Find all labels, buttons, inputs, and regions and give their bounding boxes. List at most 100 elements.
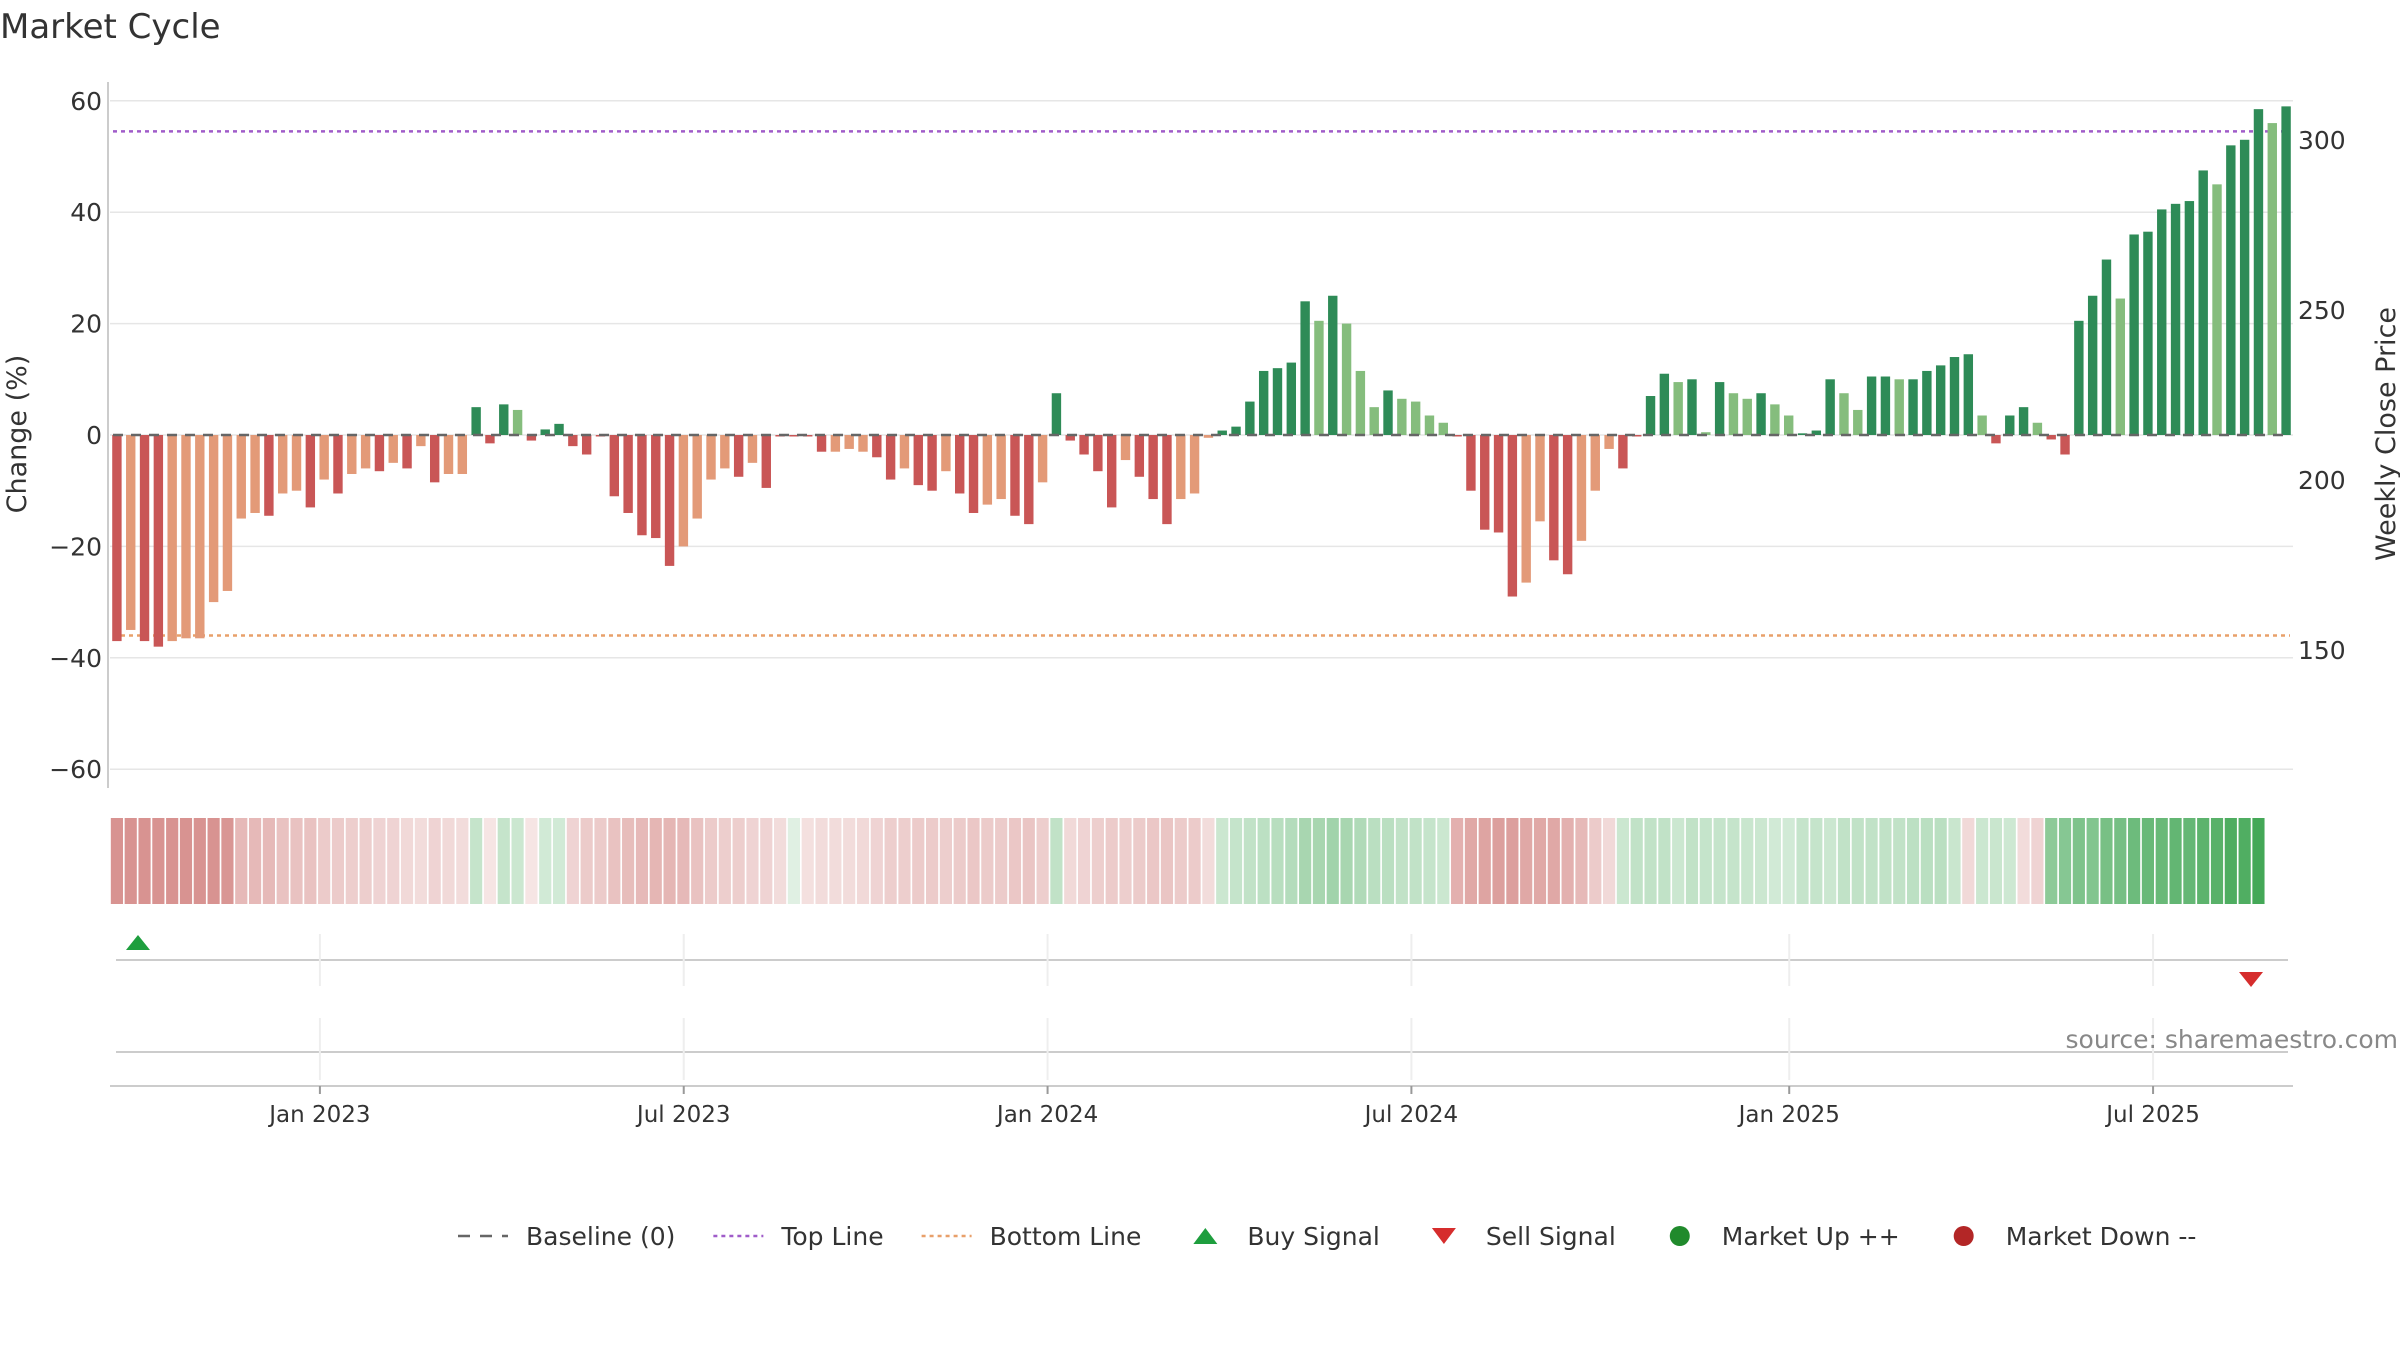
bar bbox=[305, 435, 316, 508]
heat-cell bbox=[774, 818, 787, 904]
y-tick-label: 40 bbox=[70, 198, 102, 227]
heat-cell bbox=[898, 818, 911, 904]
bar bbox=[692, 435, 702, 519]
heat-cell bbox=[718, 818, 731, 904]
bar bbox=[568, 435, 578, 447]
heat-cell bbox=[926, 818, 939, 904]
bar bbox=[540, 429, 550, 435]
heat-cell bbox=[1962, 818, 1975, 904]
heat-cell bbox=[1008, 818, 1022, 904]
bar bbox=[347, 435, 357, 474]
bar bbox=[1107, 435, 1117, 508]
bar bbox=[927, 435, 937, 491]
heat-cell bbox=[663, 818, 676, 904]
bar bbox=[1189, 435, 1200, 494]
bar bbox=[1245, 401, 1255, 435]
legend-item-down: Market Down -- bbox=[1953, 1222, 2196, 1251]
bar bbox=[1618, 435, 1628, 469]
bar bbox=[982, 435, 993, 505]
legend-swatch bbox=[1431, 1228, 1456, 1244]
bar bbox=[526, 435, 537, 441]
heat-cell bbox=[2045, 818, 2058, 904]
heat-cell bbox=[1368, 818, 1381, 904]
heat-cell bbox=[1741, 818, 1754, 904]
heat-cell bbox=[1685, 818, 1699, 904]
heat-cell bbox=[1464, 818, 1477, 904]
heat-cell bbox=[497, 818, 510, 904]
bar bbox=[126, 435, 136, 630]
legend-label: Market Up ++ bbox=[1722, 1222, 1900, 1251]
bar bbox=[1576, 435, 1587, 541]
bar bbox=[250, 435, 260, 513]
heat-cell bbox=[967, 818, 980, 904]
bar bbox=[2184, 201, 2195, 435]
heat-cell bbox=[1326, 818, 1339, 904]
bar bbox=[761, 435, 771, 488]
bar bbox=[2226, 145, 2236, 436]
bar bbox=[1535, 435, 1545, 522]
heat-cell bbox=[1547, 818, 1560, 904]
heat-cell bbox=[2114, 818, 2127, 904]
heat-cell bbox=[566, 818, 579, 904]
heat-cell bbox=[2224, 818, 2237, 904]
heat-cell bbox=[525, 818, 538, 904]
heat-cell bbox=[2017, 818, 2030, 904]
bar bbox=[581, 435, 592, 455]
bar bbox=[139, 435, 150, 642]
bar bbox=[996, 435, 1006, 500]
legend-label: Buy Signal bbox=[1247, 1222, 1380, 1251]
bar bbox=[1659, 373, 1670, 435]
heat-cell bbox=[2210, 818, 2224, 904]
bar bbox=[1424, 415, 1435, 435]
bars-layer bbox=[112, 106, 2291, 647]
heat-cell bbox=[1506, 818, 1519, 904]
heat-cell bbox=[2238, 818, 2251, 904]
y-tick-label: 0 bbox=[86, 421, 102, 450]
bar bbox=[789, 435, 799, 437]
bar bbox=[941, 435, 951, 472]
heat-cell bbox=[1713, 818, 1726, 904]
x-tick-label: Jan 2024 bbox=[995, 1102, 1098, 1128]
y2-tick-label: 200 bbox=[2298, 466, 2346, 495]
heat-cell bbox=[318, 818, 331, 904]
heat-cell bbox=[1312, 818, 1326, 904]
bar bbox=[1673, 382, 1683, 435]
bar bbox=[1134, 435, 1145, 477]
heat-cell bbox=[1920, 818, 1933, 904]
bar bbox=[1797, 433, 1808, 435]
heat-cell bbox=[760, 818, 773, 904]
bar bbox=[1866, 376, 1877, 435]
heat-cell bbox=[166, 818, 179, 904]
bar bbox=[208, 435, 219, 603]
bar bbox=[1701, 432, 1711, 435]
heat-cell bbox=[1533, 818, 1547, 904]
bar bbox=[2143, 231, 2153, 435]
heat-cell bbox=[1644, 818, 1657, 904]
heat-cell bbox=[1105, 818, 1118, 904]
bar bbox=[1908, 379, 1918, 435]
heat-cell bbox=[1036, 818, 1049, 904]
bar bbox=[333, 435, 343, 494]
bar bbox=[2018, 407, 2029, 435]
heat-cell bbox=[1575, 818, 1588, 904]
heat-cell bbox=[414, 818, 427, 904]
heat-cell bbox=[1188, 818, 1201, 904]
heat-cell bbox=[1381, 818, 1395, 904]
legend-item-up: Market Up ++ bbox=[1669, 1222, 1900, 1251]
bar bbox=[1452, 435, 1462, 437]
bar bbox=[1742, 398, 1752, 435]
bar bbox=[360, 435, 371, 469]
heat-cell bbox=[801, 818, 814, 904]
heat-cell bbox=[635, 818, 649, 904]
heat-cell bbox=[1948, 818, 1961, 904]
y-axis-label: Change (%) bbox=[2, 355, 33, 514]
heat-cell bbox=[2252, 818, 2265, 904]
heat-cell bbox=[2031, 818, 2044, 904]
heat-cell bbox=[1119, 818, 1132, 904]
bar bbox=[872, 435, 882, 458]
heat-cell bbox=[1451, 818, 1464, 904]
heat-cell bbox=[815, 818, 828, 904]
heat-cell bbox=[995, 818, 1008, 904]
heat-cell bbox=[138, 818, 151, 904]
